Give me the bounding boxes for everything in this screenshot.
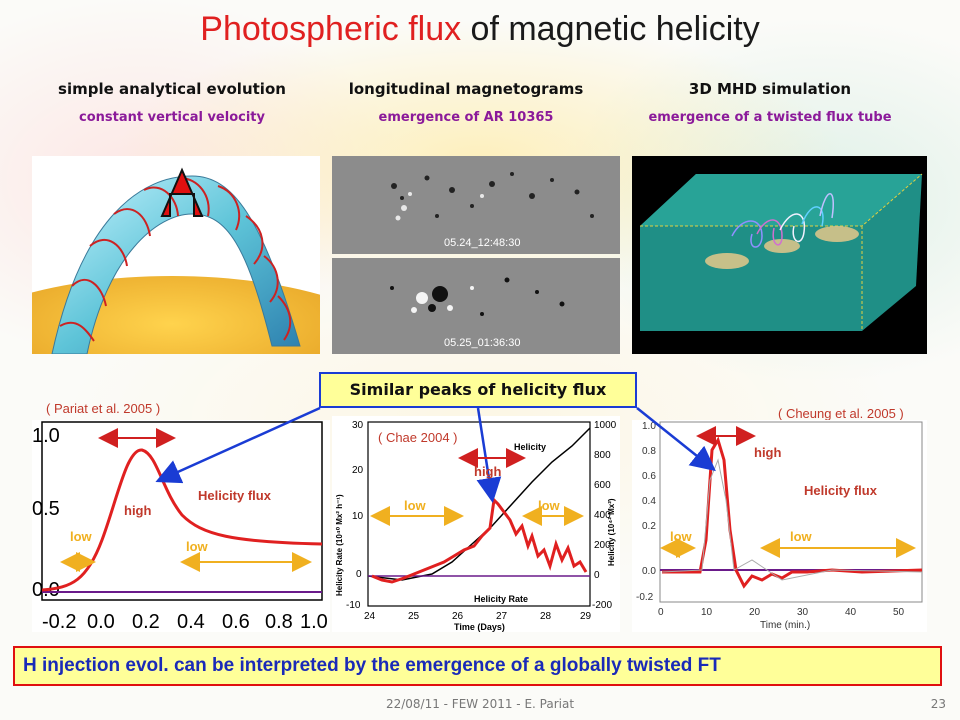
plot3-xtick-40: 40 (845, 607, 857, 618)
plot2-xtick-28: 28 (540, 611, 552, 622)
plot3-ytick-04: 0.4 (642, 496, 656, 507)
helicity-flux-plot-analytical: 1.0 0.5 0.0 -0.2 0.0 0.2 0.4 0.6 0.8 1.0 (32, 420, 330, 632)
plot3-ytick-02: 0.2 (642, 521, 656, 532)
plot3-xtick-0: 0 (658, 607, 664, 618)
plot1-ytick-05: 0.5 (32, 498, 60, 520)
magnetogram-bottom: 05.25_01:36:30 (332, 258, 620, 354)
plot2-yright-m200: -200 (592, 600, 612, 611)
plot3-ytick-00: 0.0 (642, 566, 656, 577)
plot2-xtick-25: 25 (408, 611, 420, 622)
plot2-xlabel: Time (Days) (454, 622, 505, 632)
plot2-legend-helicity: Helicity (514, 442, 546, 452)
plot1-high-label: high (124, 503, 151, 518)
plot2-xtick-24: 24 (364, 611, 376, 622)
plot2-low-right-label: low (538, 498, 561, 513)
plot2-yright-0: 0 (594, 570, 600, 581)
plot3-low-right-label: low (790, 529, 813, 544)
plot1-xtick-5: 0.6 (222, 611, 250, 632)
slide-title: Photospheric flux of magnetic helicity (0, 10, 960, 49)
plot2-legend-rate: Helicity Rate (474, 594, 528, 604)
magnetogram-top: 05.24_12:48:30 (332, 156, 620, 254)
plot2-yright-1000: 1000 (594, 420, 617, 431)
plot2-xtick-27: 27 (496, 611, 508, 622)
plot1-series-label: Helicity flux (198, 488, 272, 503)
plot2-yright-200: 200 (594, 540, 611, 551)
plot2-yleft-30: 30 (352, 420, 364, 431)
mhd-simulation-image (632, 156, 927, 354)
plot3-xtick-20: 20 (749, 607, 761, 618)
magnetogram-top-timestamp: 05.24_12:48:30 (444, 237, 520, 249)
plot3-secondary-curve (661, 458, 923, 581)
reference-cheung: ( Cheung et al. 2005 ) (778, 406, 904, 421)
flux-rope-model-image (32, 156, 320, 354)
column-sub-magnetograms: emergence of AR 10365 (378, 110, 554, 125)
plot2-ylabel-right: Helicity (10⁴² Mx²) (607, 498, 616, 566)
plot2-yright-600: 600 (594, 480, 611, 491)
title-highlight: Photospheric flux (200, 10, 462, 48)
plot3-ytick-06: 0.6 (642, 471, 656, 482)
title-rest: of magnetic helicity (461, 10, 760, 48)
slide-footer: 22/08/11 - FEW 2011 - E. Pariat (385, 697, 575, 711)
plot1-frame (41, 421, 323, 601)
plot2-helicity-rate-curve (371, 496, 588, 584)
column-heading-mhd: 3D MHD simulation (688, 80, 852, 98)
plot1-xtick-3: 0.2 (132, 611, 160, 632)
callout-similar-peaks: Similar peaks of helicity flux (319, 372, 637, 408)
plot1-low-right-label: low (186, 539, 209, 554)
callout-arrow-left (155, 406, 321, 484)
reference-chae: ( Chae 2004 ) (378, 430, 458, 445)
plot1-xtick-1: -0.2 (42, 611, 76, 632)
plot3-high-label: high (754, 445, 781, 460)
plot1-xtick-2: 0.0 (87, 611, 115, 632)
plot3-frame (659, 421, 923, 603)
plot3-xtick-10: 10 (701, 607, 713, 618)
callout-arrow-right (636, 407, 716, 472)
plot3-ytick-08: 0.8 (642, 446, 656, 457)
plot2-yright-400: 400 (594, 510, 611, 521)
reference-pariat: ( Pariat et al. 2005 ) (46, 401, 161, 416)
plot3-xtick-30: 30 (797, 607, 809, 618)
plot3-xtick-50: 50 (893, 607, 905, 618)
conclusion-statement: H injection evol. can be interpreted by … (13, 646, 942, 686)
column-heading-analytical: simple analytical evolution (58, 80, 286, 98)
plot2-yleft-20: 20 (352, 465, 364, 476)
helicity-flux-plot-simulation: 1.0 0.8 0.6 0.4 0.2 0.0 -0.2 0 10 20 30 … (632, 420, 927, 632)
plot2-yleft-0: 0 (356, 569, 362, 580)
plot2-yright-800: 800 (594, 450, 611, 461)
plot2-xtick-26: 26 (452, 611, 464, 622)
column-sub-analytical: constant vertical velocity (79, 110, 265, 125)
plot1-ytick-1: 1.0 (32, 425, 60, 447)
page-number: 23 (930, 697, 946, 711)
column-sub-mhd: emergence of a twisted flux tube (648, 110, 892, 125)
plot2-yleft-m10: -10 (346, 600, 361, 611)
plot2-yleft-10: 10 (352, 511, 364, 522)
plot3-xlabel: Time (min.) (760, 620, 810, 631)
plot3-ytick-m02: -0.2 (636, 592, 654, 603)
plot3-low-left-label: low (670, 529, 693, 544)
plot1-low-left-label: low (70, 529, 93, 544)
plot1-xtick-7: 1.0 (300, 611, 328, 632)
plot1-xtick-6: 0.8 (265, 611, 293, 632)
plot3-series-label: Helicity flux (804, 483, 878, 498)
magnetogram-bottom-timestamp: 05.25_01:36:30 (444, 337, 520, 349)
plot3-ytick-10: 1.0 (642, 421, 656, 432)
plot2-high-label: high (474, 464, 501, 479)
plot2-low-left-label: low (404, 498, 427, 513)
plot1-xtick-4: 0.4 (177, 611, 205, 632)
plot2-ylabel-left: Helicity Rate (10⁴⁰ Mx² h⁻¹) (335, 494, 344, 596)
column-heading-magnetograms: longitudinal magnetograms (348, 80, 584, 98)
plot2-xtick-29: 29 (580, 611, 592, 622)
callout-arrow-middle (476, 407, 502, 503)
